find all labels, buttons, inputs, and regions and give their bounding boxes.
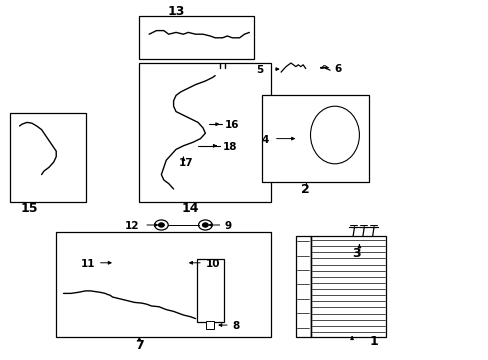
Circle shape bbox=[147, 40, 151, 43]
Text: 13: 13 bbox=[167, 5, 184, 18]
Text: 11: 11 bbox=[81, 259, 95, 269]
Text: 7: 7 bbox=[135, 339, 143, 352]
Circle shape bbox=[158, 223, 164, 227]
Text: 5: 5 bbox=[255, 65, 263, 75]
Text: 18: 18 bbox=[222, 142, 237, 152]
Circle shape bbox=[200, 122, 205, 126]
Bar bbox=[56, 232, 271, 337]
Bar bbox=[310, 236, 386, 337]
Bar bbox=[139, 63, 271, 202]
Text: 2: 2 bbox=[301, 183, 309, 196]
Circle shape bbox=[363, 244, 369, 249]
Circle shape bbox=[287, 134, 299, 143]
Text: 8: 8 bbox=[232, 321, 239, 331]
Bar bbox=[206, 321, 214, 329]
Text: 3: 3 bbox=[352, 247, 361, 260]
Circle shape bbox=[202, 223, 208, 227]
Text: 15: 15 bbox=[20, 202, 38, 215]
Text: 14: 14 bbox=[182, 202, 199, 215]
Text: 6: 6 bbox=[333, 64, 341, 74]
Bar bbox=[261, 95, 368, 182]
Text: 9: 9 bbox=[224, 221, 232, 231]
Bar bbox=[10, 113, 85, 202]
Text: 16: 16 bbox=[224, 120, 239, 130]
Text: 17: 17 bbox=[178, 158, 193, 168]
Text: 4: 4 bbox=[261, 135, 268, 145]
Circle shape bbox=[355, 244, 362, 249]
Text: 10: 10 bbox=[205, 259, 220, 269]
Ellipse shape bbox=[310, 106, 359, 164]
Text: 1: 1 bbox=[368, 335, 377, 348]
Bar bbox=[196, 259, 224, 322]
Bar bbox=[139, 16, 254, 59]
Bar bbox=[295, 236, 310, 337]
Text: 12: 12 bbox=[124, 221, 139, 231]
Circle shape bbox=[50, 151, 55, 155]
Circle shape bbox=[191, 144, 195, 147]
